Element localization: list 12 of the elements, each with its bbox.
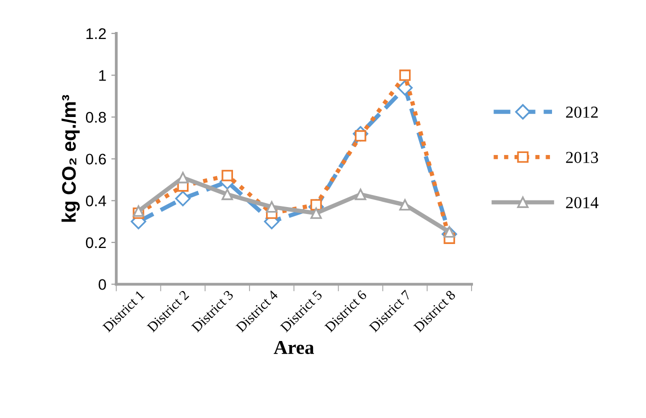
y-tick-label: 0.4 [86,196,106,206]
y-tick-label: 1 [99,70,106,81]
y-tick-label: 1.2 [86,28,106,39]
x-axis-title: Area [274,341,314,354]
legend-label: 2014 [566,197,598,208]
y-tick-label: 0 [98,279,106,290]
y-tick-label: 0.6 [86,154,106,165]
legend-label: 2013 [566,152,598,164]
y-tick-label: 0.8 [86,112,106,123]
legend-label: 2012 [566,106,598,118]
y-axis-title: kg CO₂ eq./m³ [62,94,80,222]
y-tick-label: 0.2 [86,237,106,248]
